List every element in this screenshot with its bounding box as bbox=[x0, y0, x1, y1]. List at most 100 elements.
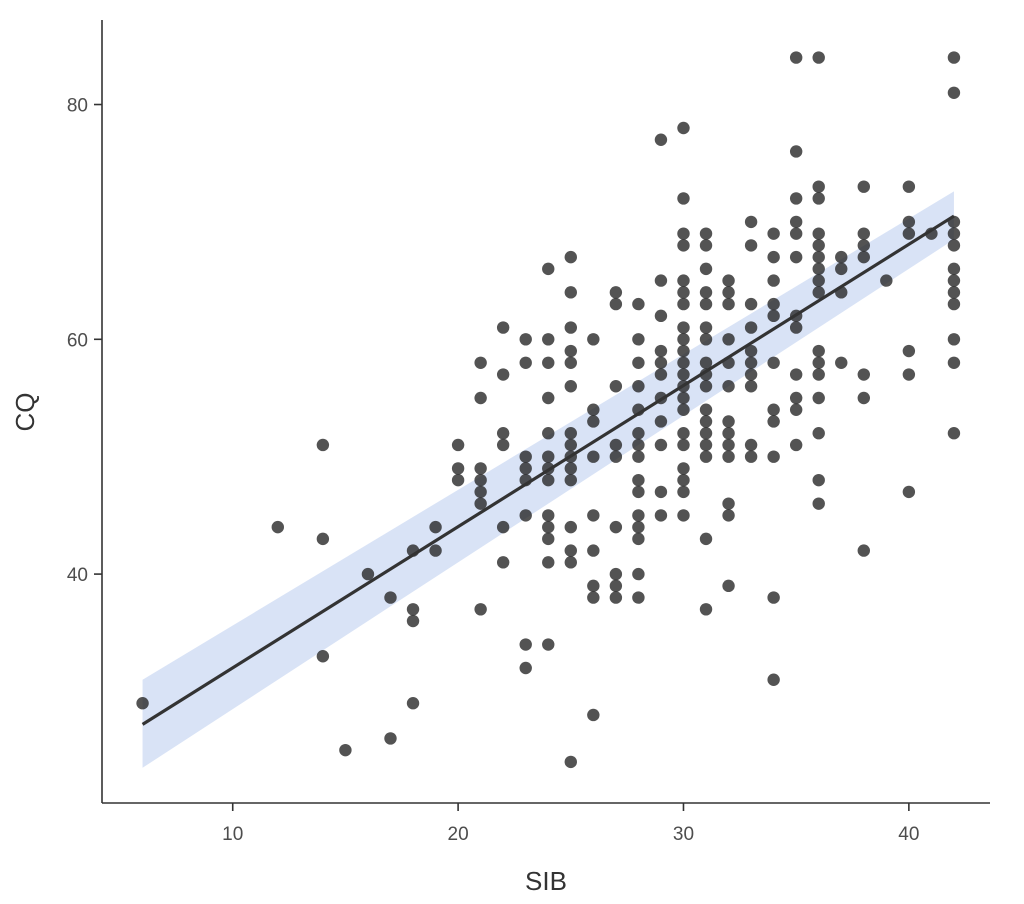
data-point bbox=[632, 509, 645, 522]
data-point bbox=[789, 192, 803, 205]
data-point bbox=[632, 532, 645, 546]
data-point bbox=[947, 274, 961, 287]
data-point bbox=[542, 391, 555, 405]
data-point bbox=[947, 239, 961, 252]
data-point bbox=[947, 333, 961, 346]
data-point bbox=[451, 473, 465, 487]
data-point bbox=[677, 368, 690, 381]
data-point bbox=[406, 603, 420, 616]
data-point bbox=[542, 520, 555, 534]
data-point bbox=[564, 321, 577, 334]
y-tick-label: 40 bbox=[67, 565, 88, 586]
data-point bbox=[587, 450, 600, 463]
data-point bbox=[609, 520, 623, 534]
data-point bbox=[812, 262, 825, 276]
data-point bbox=[947, 297, 961, 311]
data-point bbox=[609, 286, 623, 299]
data-point bbox=[474, 603, 487, 616]
data-point bbox=[699, 532, 713, 546]
data-point bbox=[947, 262, 961, 276]
data-point bbox=[812, 497, 825, 510]
data-point bbox=[677, 356, 690, 369]
y-axis-title: CQ bbox=[10, 393, 40, 432]
data-point bbox=[519, 509, 532, 522]
data-point bbox=[564, 473, 577, 487]
data-point bbox=[384, 591, 397, 604]
data-point bbox=[857, 227, 870, 240]
data-point bbox=[474, 462, 487, 475]
data-point bbox=[789, 321, 803, 334]
data-point bbox=[947, 227, 961, 240]
data-point bbox=[632, 356, 645, 369]
data-point bbox=[677, 321, 690, 334]
data-point bbox=[789, 215, 803, 229]
data-point bbox=[632, 333, 645, 346]
data-point bbox=[947, 427, 961, 440]
data-point bbox=[722, 297, 735, 311]
data-point bbox=[767, 227, 780, 240]
data-point bbox=[722, 427, 735, 440]
data-point bbox=[744, 450, 758, 463]
data-point bbox=[812, 274, 825, 287]
data-point bbox=[789, 403, 803, 416]
data-point bbox=[406, 614, 420, 628]
data-point bbox=[406, 697, 420, 710]
data-point bbox=[812, 239, 825, 252]
data-point bbox=[789, 438, 803, 452]
data-point bbox=[519, 450, 532, 463]
data-point bbox=[835, 262, 848, 276]
data-point bbox=[677, 274, 690, 287]
data-point bbox=[564, 356, 577, 369]
data-point bbox=[384, 732, 397, 745]
data-point bbox=[744, 380, 758, 393]
data-point bbox=[722, 274, 735, 287]
data-point bbox=[654, 133, 668, 146]
data-point bbox=[699, 427, 713, 440]
data-point bbox=[677, 192, 690, 205]
data-point bbox=[654, 438, 668, 452]
data-point bbox=[699, 356, 713, 369]
data-point bbox=[564, 250, 577, 264]
data-point bbox=[812, 192, 825, 205]
data-point bbox=[767, 309, 780, 323]
data-point bbox=[654, 274, 668, 287]
data-point bbox=[542, 509, 555, 522]
data-point bbox=[654, 509, 668, 522]
data-point bbox=[902, 215, 916, 229]
data-point bbox=[632, 450, 645, 463]
data-point bbox=[902, 180, 916, 193]
data-point bbox=[789, 145, 803, 158]
data-point bbox=[654, 309, 668, 323]
data-point bbox=[587, 544, 600, 557]
data-point bbox=[429, 520, 442, 534]
data-point bbox=[451, 462, 465, 475]
data-point bbox=[767, 415, 780, 428]
y-tick-label: 80 bbox=[67, 96, 88, 117]
data-point bbox=[744, 215, 758, 229]
x-axis-ticks: 10 20 30 40 bbox=[222, 803, 919, 845]
data-point bbox=[857, 368, 870, 381]
data-point bbox=[361, 567, 375, 581]
data-point bbox=[496, 556, 510, 569]
data-point bbox=[474, 391, 487, 405]
data-point bbox=[609, 297, 623, 311]
data-point bbox=[744, 438, 758, 452]
data-point bbox=[699, 438, 713, 452]
regression-line-layer bbox=[141, 214, 955, 726]
data-point bbox=[136, 697, 149, 710]
data-point bbox=[496, 438, 510, 452]
data-point bbox=[564, 462, 577, 475]
data-point bbox=[722, 579, 735, 593]
data-point bbox=[902, 368, 916, 381]
data-point bbox=[722, 286, 735, 299]
data-point bbox=[542, 473, 555, 487]
data-point bbox=[812, 473, 825, 487]
data-point bbox=[699, 239, 713, 252]
data-point bbox=[722, 438, 735, 452]
data-point bbox=[722, 333, 735, 346]
data-point bbox=[880, 274, 893, 287]
data-point bbox=[767, 274, 780, 287]
data-point bbox=[902, 344, 916, 358]
data-point bbox=[316, 438, 330, 452]
data-point bbox=[474, 485, 487, 499]
